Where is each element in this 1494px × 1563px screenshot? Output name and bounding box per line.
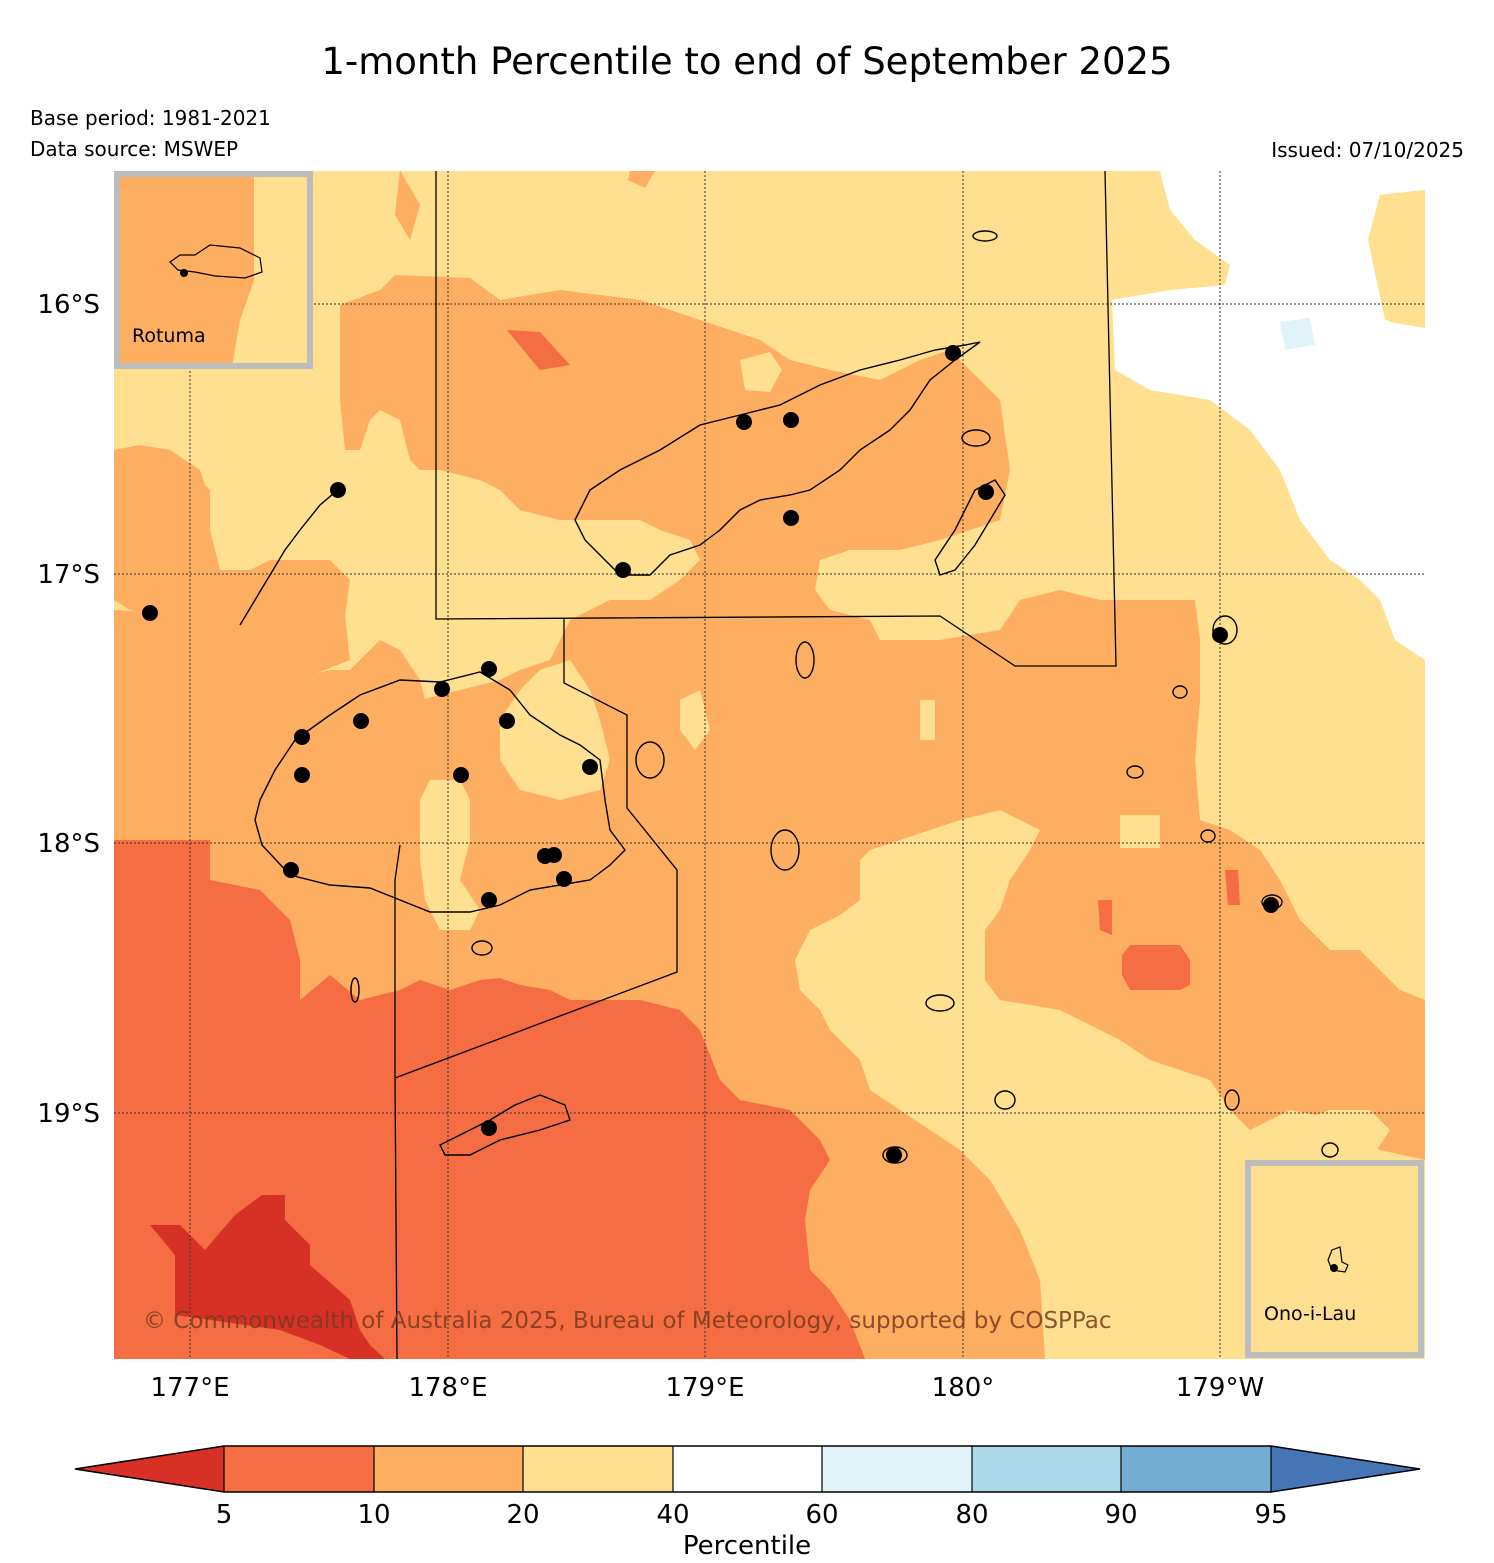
lat-tick: 16°S	[37, 290, 100, 320]
lon-tick: 178°E	[408, 1373, 487, 1403]
colorbar-tick: 40	[656, 1500, 689, 1530]
zone-20-40-viti-s	[420, 780, 480, 930]
zone-5-10-small-2	[1225, 870, 1240, 905]
colorbar-tick: 95	[1254, 1500, 1287, 1530]
zone-60-80	[1280, 318, 1315, 350]
zone-20-40-patch	[740, 352, 782, 392]
station-markers	[142, 345, 1279, 1163]
zone-5-10-e	[1122, 945, 1190, 990]
colorbar-segment	[822, 1446, 972, 1492]
colorbar: 5 10 20 40 60 80 90 95 Percentile	[74, 1445, 1421, 1561]
inset-ono-i-lau: Ono-i-Lau	[1245, 1160, 1424, 1358]
colorbar-tick: 80	[955, 1500, 988, 1530]
lon-tick: 179°W	[1176, 1373, 1264, 1403]
map-area: © Commonwealth of Australia 2025, Bureau…	[114, 171, 1425, 1359]
inset-rotuma-label: Rotuma	[132, 325, 206, 347]
zone-10-20-patch-n	[628, 171, 655, 188]
zone-20-40-small	[920, 700, 935, 740]
island-vanua-levu	[574, 341, 981, 576]
island-koro	[795, 641, 815, 679]
colorbar-segment	[673, 1446, 822, 1492]
colorbar-tick: 5	[216, 1500, 233, 1530]
zone-5-10	[114, 840, 865, 1359]
colorbar-tick: 90	[1104, 1500, 1137, 1530]
zone-20-40-small-2	[680, 690, 710, 750]
lat-tick: 17°S	[37, 560, 100, 590]
zone-below-5	[150, 1195, 385, 1359]
longitude-labels: 177°E 178°E 179°E 180° 179°W	[150, 1373, 1264, 1403]
lon-tick: 177°E	[150, 1373, 229, 1403]
zone-40-60	[1112, 171, 1425, 660]
colorbar-segment	[374, 1446, 523, 1492]
map-title: 1-month Percentile to end of September 2…	[321, 40, 1173, 83]
lat-tick: 18°S	[37, 829, 100, 859]
zone-5-10-small	[1098, 900, 1112, 935]
island-gau	[770, 829, 800, 871]
lat-tick: 19°S	[37, 1099, 100, 1129]
colorbar-tick: 60	[805, 1500, 838, 1530]
copyright-text: © Commonwealth of Australia 2025, Bureau…	[143, 1308, 1112, 1334]
zone-10-20-patch	[395, 171, 420, 240]
colorbar-segment	[1121, 1446, 1271, 1492]
base-period: Base period: 1981-2021	[30, 106, 271, 130]
zone-10-20-central	[723, 615, 830, 720]
zone-10-20-west	[114, 450, 210, 580]
island-ovalau	[635, 741, 665, 779]
colorbar-segment	[523, 1446, 673, 1492]
zone-10-20-sw	[114, 610, 350, 780]
colorbar-tick: 20	[506, 1500, 539, 1530]
zone-20-40-ne	[1370, 190, 1425, 328]
latitude-labels: 16°S 17°S 18°S 19°S	[37, 290, 100, 1129]
colorbar-extend-low	[75, 1446, 224, 1492]
colorbar-tick: 10	[357, 1500, 390, 1530]
island-taveuni	[934, 479, 1006, 576]
lon-tick: 180°	[932, 1373, 995, 1403]
zone-5-10-n	[507, 330, 570, 370]
inset-ono-i-lau-label: Ono-i-Lau	[1264, 1303, 1356, 1325]
colorbar-label: Percentile	[683, 1531, 811, 1561]
data-source: Data source: MSWEP	[30, 137, 239, 161]
lon-tick: 179°E	[665, 1373, 744, 1403]
colorbar-extend-high	[1271, 1446, 1420, 1492]
inset-rotuma: Rotuma	[114, 171, 313, 369]
island-yasawa	[239, 487, 341, 626]
zone-20-40-se	[1275, 1110, 1390, 1160]
colorbar-segment	[972, 1446, 1121, 1492]
issued-date: Issued: 07/10/2025	[1271, 138, 1464, 162]
division-boundaries	[394, 171, 1117, 1359]
zone-20-40-e	[1120, 815, 1160, 848]
island-viti-levu	[254, 671, 626, 913]
colorbar-segment	[224, 1446, 374, 1492]
